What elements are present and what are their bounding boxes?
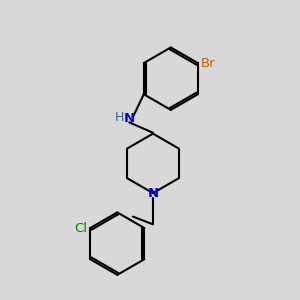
Text: H: H <box>115 111 124 124</box>
Text: N: N <box>147 187 158 200</box>
Text: N: N <box>124 112 135 125</box>
Text: Br: Br <box>201 57 215 70</box>
Text: Cl: Cl <box>74 221 87 235</box>
